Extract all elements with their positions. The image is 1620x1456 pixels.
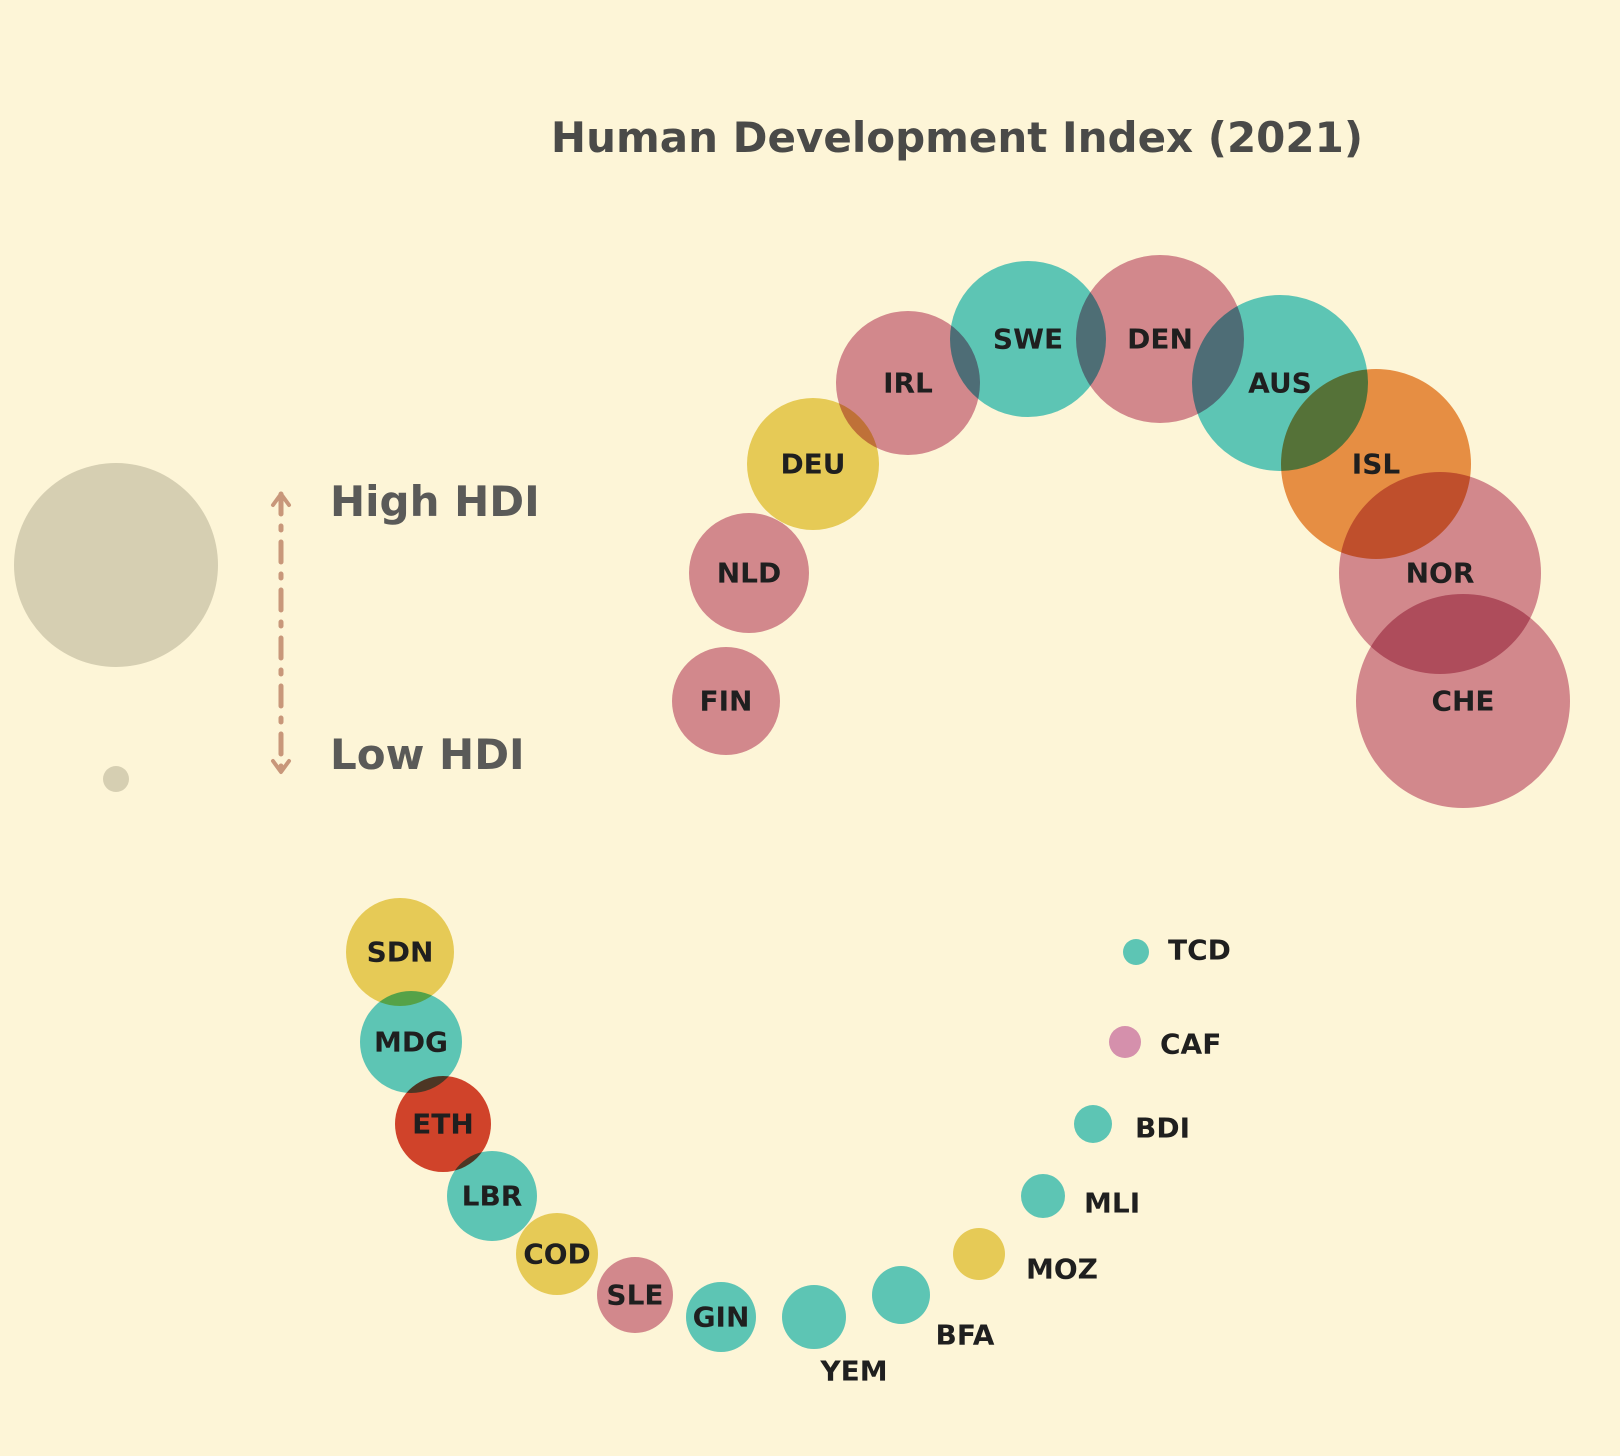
- label-eth: ETH: [412, 1108, 474, 1141]
- label-aus: AUS: [1248, 367, 1312, 400]
- legend-low-label: Low HDI: [330, 730, 525, 779]
- bubble-che: [1356, 594, 1570, 808]
- size-legend: High HDI Low HDI: [14, 463, 540, 792]
- bubble-bfa: [872, 1266, 930, 1324]
- label-irl: IRL: [883, 367, 933, 400]
- label-yem: YEM: [819, 1355, 887, 1388]
- label-tcd: TCD: [1168, 934, 1231, 967]
- label-deu: DEU: [780, 448, 845, 481]
- bubble-labels: FIN NLD DEU IRL SWE DEN AUS ISL NOR CHE SDN MDG ETH L…: [367, 323, 1495, 1388]
- label-bfa: BFA: [936, 1319, 995, 1352]
- label-caf: CAF: [1160, 1028, 1221, 1061]
- label-den: DEN: [1127, 323, 1193, 356]
- bubble-cod: [516, 1213, 598, 1295]
- bubble-mli: [1021, 1174, 1065, 1218]
- bubble-caf: [1109, 1026, 1141, 1058]
- bubble-eth: [395, 1076, 491, 1172]
- label-bdi: BDI: [1135, 1112, 1190, 1145]
- bubble-deu: [747, 398, 879, 530]
- label-mli: MLI: [1084, 1187, 1140, 1220]
- bubble-mdg: [360, 991, 462, 1093]
- label-swe: SWE: [993, 323, 1063, 356]
- label-fin: FIN: [700, 685, 753, 718]
- bubble-sle: [597, 1257, 673, 1333]
- bubble-nld: [689, 513, 809, 633]
- bubbles: [346, 255, 1570, 1352]
- bubble-irl: [836, 311, 980, 455]
- label-moz: MOZ: [1026, 1253, 1098, 1286]
- bubble-lbr: [447, 1151, 537, 1241]
- legend-low-circle: [103, 766, 129, 792]
- bubble-fin: [672, 647, 780, 755]
- bubble-bdi: [1074, 1105, 1112, 1143]
- label-cod: COD: [523, 1238, 591, 1271]
- chart-title: Human Development Index (2021): [551, 113, 1363, 162]
- label-nor: NOR: [1406, 557, 1475, 590]
- label-nld: NLD: [717, 557, 782, 590]
- label-lbr: LBR: [462, 1180, 523, 1213]
- bubble-sdn: [346, 898, 454, 1006]
- label-mdg: MDG: [374, 1026, 448, 1059]
- legend-arrow: [271, 491, 291, 774]
- label-sdn: SDN: [367, 936, 434, 969]
- bubble-swe: [950, 261, 1106, 417]
- bubble-tcd: [1123, 939, 1149, 965]
- legend-high-circle: [14, 463, 218, 667]
- label-gin: GIN: [693, 1301, 750, 1334]
- bubble-moz: [953, 1228, 1005, 1280]
- bubble-yem: [782, 1285, 846, 1349]
- label-che: CHE: [1431, 685, 1494, 718]
- legend-high-label: High HDI: [330, 477, 540, 526]
- label-isl: ISL: [1352, 448, 1401, 481]
- bubble-gin: [686, 1282, 756, 1352]
- label-sle: SLE: [606, 1279, 663, 1312]
